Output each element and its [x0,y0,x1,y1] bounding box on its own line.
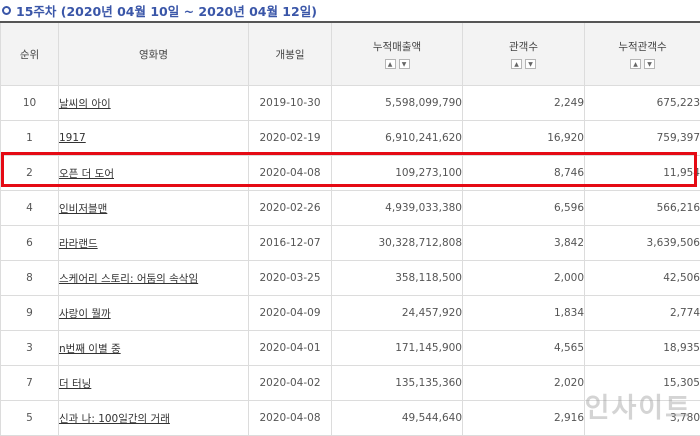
header-sales: 누적매출액 ▲ ▼ [332,22,463,86]
chevron-up-icon[interactable]: ▲ [385,59,396,69]
cell-sales: 109,273,100 [332,156,463,191]
cell-release: 2020-04-09 [249,296,332,331]
chevron-down-icon[interactable]: ▼ [644,59,655,69]
cell-rank: 1 [1,121,59,156]
cell-rank: 8 [1,261,59,296]
cell-rank: 7 [1,366,59,401]
header-release: 개봉일 [249,22,332,86]
cell-audience: 2,916 [463,401,585,436]
cell-title: 신과 나: 100일간의 거래 [59,401,249,436]
week-header: 15주차 (2020년 04월 10일 ~ 2020년 04월 12일) [0,0,700,20]
cell-title: n번째 이별 중 [59,331,249,366]
chevron-down-icon[interactable]: ▼ [399,59,410,69]
cell-cumulative: 42,506 [585,261,700,296]
cell-release: 2019-10-30 [249,86,332,121]
movie-link[interactable]: 신과 나: 100일간의 거래 [59,413,170,425]
cell-release: 2020-02-19 [249,121,332,156]
movie-link[interactable]: 더 터닝 [59,378,91,390]
cell-sales: 49,544,640 [332,401,463,436]
cell-rank: 10 [1,86,59,121]
table-row-highlighted: 2 오픈 더 도어 2020-04-08 109,273,100 8,746 1… [1,156,700,191]
cell-audience: 3,842 [463,226,585,261]
cell-sales: 358,118,500 [332,261,463,296]
movie-link[interactable]: 라라랜드 [59,238,98,250]
cell-release: 2020-04-08 [249,401,332,436]
cell-cumulative: 675,223 [585,86,700,121]
header-audience: 관객수 ▲ ▼ [463,22,585,86]
cell-sales: 24,457,920 [332,296,463,331]
cell-release: 2020-03-25 [249,261,332,296]
cell-title: 인비저블맨 [59,191,249,226]
cell-title: 라라랜드 [59,226,249,261]
cell-audience: 1,834 [463,296,585,331]
cell-audience: 8,746 [463,156,585,191]
cell-title: 1917 [59,121,249,156]
cell-rank: 6 [1,226,59,261]
header-cumulative: 누적관객수 ▲ ▼ [585,22,700,86]
table-row: 8 스케어리 스토리: 어둠의 속삭임 2020-03-25 358,118,5… [1,261,700,296]
watermark-logo: 인사이트 [585,386,692,425]
cell-rank: 4 [1,191,59,226]
cell-cumulative: 2,774 [585,296,700,331]
table-header-row: 순위 영화명 개봉일 누적매출액 ▲ ▼ 관객수 ▲ ▼ 누적관객수 [1,22,700,86]
cell-sales: 6,910,241,620 [332,121,463,156]
boxoffice-table: 순위 영화명 개봉일 누적매출액 ▲ ▼ 관객수 ▲ ▼ 누적관객수 [0,21,700,436]
table-row: 9 사랑이 뭘까 2020-04-09 24,457,920 1,834 2,7… [1,296,700,331]
cell-audience: 4,565 [463,331,585,366]
week-title: 15주차 (2020년 04월 10일 ~ 2020년 04월 12일) [16,1,317,20]
sales-sort: ▲ ▼ [332,59,462,69]
cell-sales: 135,135,360 [332,366,463,401]
cell-release: 2020-04-02 [249,366,332,401]
chevron-up-icon[interactable]: ▲ [511,59,522,69]
cell-audience: 2,020 [463,366,585,401]
cell-title: 더 터닝 [59,366,249,401]
movie-link[interactable]: n번째 이별 중 [59,343,121,355]
cell-audience: 2,249 [463,86,585,121]
cell-release: 2016-12-07 [249,226,332,261]
cell-sales: 5,598,099,790 [332,86,463,121]
cell-rank: 5 [1,401,59,436]
cell-cumulative: 759,397 [585,121,700,156]
cell-title: 오픈 더 도어 [59,156,249,191]
header-rank: 순위 [1,22,59,86]
cell-title: 날씨의 아이 [59,86,249,121]
table-row: 1 1917 2020-02-19 6,910,241,620 16,920 7… [1,121,700,156]
movie-link[interactable]: 인비저블맨 [59,203,107,215]
cell-cumulative: 18,935 [585,331,700,366]
table-row: 6 라라랜드 2016-12-07 30,328,712,808 3,842 3… [1,226,700,261]
chevron-down-icon[interactable]: ▼ [525,59,536,69]
cell-rank: 2 [1,156,59,191]
cell-release: 2020-02-26 [249,191,332,226]
cell-sales: 171,145,900 [332,331,463,366]
cell-rank: 3 [1,331,59,366]
table-row: 3 n번째 이별 중 2020-04-01 171,145,900 4,565 … [1,331,700,366]
cell-sales: 30,328,712,808 [332,226,463,261]
circle-bullet-icon [2,6,11,15]
cell-title: 사랑이 뭘까 [59,296,249,331]
cell-audience: 16,920 [463,121,585,156]
cell-sales: 4,939,033,380 [332,191,463,226]
cell-rank: 9 [1,296,59,331]
movie-link[interactable]: 스케어리 스토리: 어둠의 속삭임 [59,273,198,285]
cell-cumulative: 3,639,506 [585,226,700,261]
movie-link[interactable]: 사랑이 뭘까 [59,308,111,320]
cell-audience: 2,000 [463,261,585,296]
cumulative-sort: ▲ ▼ [585,59,700,69]
movie-link[interactable]: 1917 [59,132,86,144]
chevron-up-icon[interactable]: ▲ [630,59,641,69]
cell-cumulative: 11,954 [585,156,700,191]
cell-audience: 6,596 [463,191,585,226]
cell-release: 2020-04-01 [249,331,332,366]
audience-sort: ▲ ▼ [463,59,584,69]
cell-release: 2020-04-08 [249,156,332,191]
cell-title: 스케어리 스토리: 어둠의 속삭임 [59,261,249,296]
movie-link[interactable]: 오픈 더 도어 [59,168,114,180]
cell-cumulative: 566,216 [585,191,700,226]
table-row: 10 날씨의 아이 2019-10-30 5,598,099,790 2,249… [1,86,700,121]
table-row: 4 인비저블맨 2020-02-26 4,939,033,380 6,596 5… [1,191,700,226]
movie-link[interactable]: 날씨의 아이 [59,98,111,110]
header-title: 영화명 [59,22,249,86]
